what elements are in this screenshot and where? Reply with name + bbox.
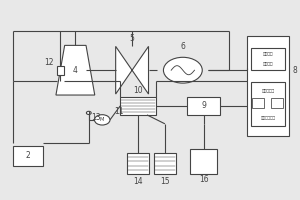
Circle shape [94, 115, 110, 125]
Circle shape [86, 111, 91, 114]
Text: 2: 2 [25, 151, 30, 160]
Bar [13, 146, 43, 166]
Text: 10: 10 [133, 86, 143, 95]
Text: 11: 11 [114, 107, 123, 116]
Bar [190, 149, 217, 174]
Bar [120, 97, 156, 115]
Bar [251, 82, 285, 126]
Bar [57, 66, 64, 75]
Text: 4: 4 [73, 66, 78, 75]
Text: 12: 12 [44, 58, 53, 67]
Bar [247, 36, 289, 136]
Bar [127, 153, 149, 174]
Text: 13: 13 [92, 113, 101, 122]
Text: 14: 14 [133, 177, 143, 186]
Polygon shape [56, 45, 95, 95]
Text: 6: 6 [180, 42, 185, 51]
Text: M: M [100, 117, 104, 122]
Bar [252, 98, 264, 108]
Text: 高压配电: 高压配电 [263, 62, 273, 66]
Text: 广用变压器: 广用变压器 [261, 89, 274, 93]
Text: 15: 15 [160, 177, 170, 186]
Polygon shape [116, 46, 148, 94]
Bar [271, 98, 283, 108]
Bar [154, 153, 176, 174]
Text: 5: 5 [130, 34, 134, 43]
Circle shape [164, 57, 202, 83]
Text: 9: 9 [201, 101, 206, 110]
Text: 8: 8 [292, 66, 297, 75]
Bar [251, 48, 285, 70]
Bar [187, 97, 220, 115]
Text: 交变压器: 交变压器 [263, 52, 273, 56]
Text: 16: 16 [199, 175, 208, 184]
Text: 低压配电装置: 低压配电装置 [260, 116, 275, 120]
